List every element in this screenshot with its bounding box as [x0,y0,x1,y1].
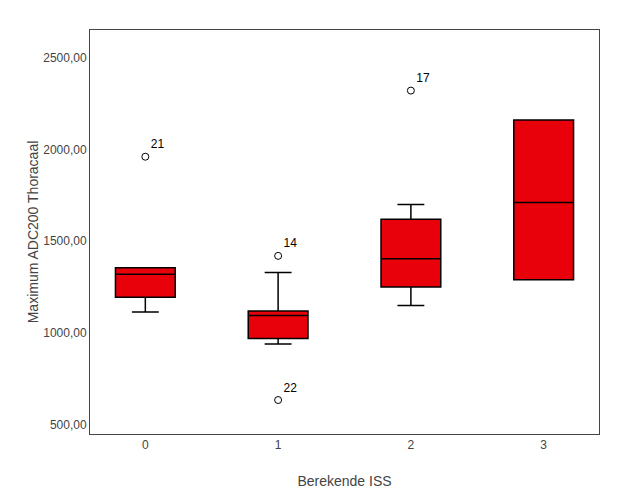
svg-text:1000,00: 1000,00 [43,326,87,340]
svg-text:14: 14 [283,236,297,250]
svg-text:1500,00: 1500,00 [43,234,87,248]
svg-text:21: 21 [151,137,165,151]
svg-text:2000,00: 2000,00 [43,143,87,157]
svg-text:2500,00: 2500,00 [43,51,87,65]
svg-text:Maximum ADC200 Thoracaal: Maximum ADC200 Thoracaal [25,141,41,324]
svg-text:2: 2 [408,438,415,452]
svg-text:22: 22 [283,381,297,395]
svg-text:1: 1 [275,438,282,452]
svg-text:3: 3 [540,438,547,452]
svg-text:Berekende ISS: Berekende ISS [297,473,391,489]
svg-text:500,00: 500,00 [50,418,87,432]
svg-text:17: 17 [416,71,430,85]
svg-text:0: 0 [142,438,149,452]
